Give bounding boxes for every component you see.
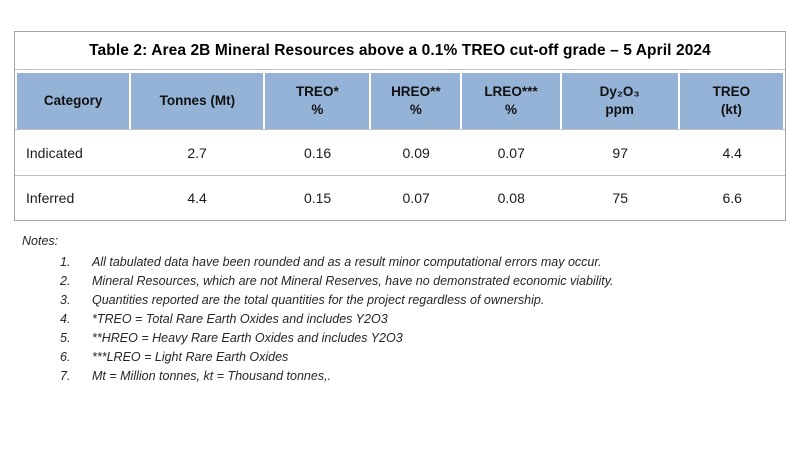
inferred-category: Inferred <box>26 190 75 206</box>
note-7-text: Mt = Million tonnes, kt = Thousand tonne… <box>92 369 332 383</box>
header-lreo-pct-line2: % <box>504 102 517 117</box>
header-lreo-pct-line1: LREO*** <box>484 83 538 99</box>
header-dy2o3-line1: Dy₂O₃ <box>599 83 640 99</box>
note-item-4: 4. *TREO = Total Rare Earth Oxides and i… <box>22 310 614 329</box>
inferred-hreo-pct: 0.07 <box>402 190 430 206</box>
note-4-number: 4. <box>60 312 71 326</box>
note-item-1: 1. All tabulated data have been rounded … <box>22 253 614 272</box>
header-dy2o3-ppm: Dy₂O₃ ppm <box>561 73 678 129</box>
table-body: Indicated 2.7 0.16 0.09 0.07 97 4.4 Infe… <box>15 129 785 220</box>
note-item-3: 3. Quantities reported are the total qua… <box>22 291 614 310</box>
header-hreo-pct: HREO** % <box>371 73 461 129</box>
note-6-text: ***LREO = Light Rare Earth Oxides <box>92 350 289 364</box>
note-5-text: **HREO = Heavy Rare Earth Oxides and inc… <box>92 331 403 345</box>
indicated-lreo-pct: 0.07 <box>497 144 525 161</box>
table-header-row: Category Tonnes (Mt) TREO* % HREO** % LR… <box>15 70 785 129</box>
header-treo-pct-line1: TREO* <box>295 83 339 99</box>
header-tonnes: Tonnes (Mt) <box>131 73 264 129</box>
note-2-text: Mineral Resources, which are not Mineral… <box>92 274 614 288</box>
inferred-lreo-pct: 0.08 <box>497 190 525 206</box>
note-item-5: 5. **HREO = Heavy Rare Earth Oxides and … <box>22 329 614 348</box>
header-category-label: Category <box>43 92 103 108</box>
table-row-inferred: Inferred 4.4 0.15 0.07 0.08 75 6.6 <box>15 175 785 220</box>
note-1-text: All tabulated data have been rounded and… <box>92 255 602 269</box>
header-treo-kt: TREO (kt) <box>679 73 783 129</box>
indicated-dy2o3-ppm: 97 <box>612 144 628 161</box>
note-5-number: 5. <box>60 331 71 345</box>
indicated-treo-kt: 4.4 <box>722 144 742 161</box>
inferred-dy2o3-ppm: 75 <box>612 190 628 206</box>
table-row-indicated: Indicated 2.7 0.16 0.09 0.07 97 4.4 <box>15 130 785 175</box>
header-treo-pct: TREO* % <box>265 73 370 129</box>
inferred-tonnes: 4.4 <box>187 190 207 206</box>
inferred-treo-kt: 6.6 <box>722 190 742 206</box>
header-hreo-pct-line1: HREO** <box>391 83 441 99</box>
header-category: Category <box>17 73 130 129</box>
indicated-tonnes: 2.7 <box>187 144 207 161</box>
note-6-number: 6. <box>60 350 71 364</box>
indicated-treo-pct: 0.16 <box>303 144 332 161</box>
note-4-text: *TREO = Total Rare Earth Oxides and incl… <box>92 312 388 326</box>
inferred-treo-pct: 0.15 <box>303 190 332 206</box>
header-lreo-pct: LREO*** % <box>462 73 560 129</box>
note-7-number: 7. <box>60 369 71 383</box>
header-treo-kt-line2: (kt) <box>720 102 742 117</box>
notes-section: Notes: 1. All tabulated data have been r… <box>22 232 614 386</box>
note-item-6: 6. ***LREO = Light Rare Earth Oxides <box>22 348 614 367</box>
table-title: Table 2: Area 2B Mineral Resources above… <box>89 41 711 59</box>
mineral-resources-table: Table 2: Area 2B Mineral Resources above… <box>14 31 786 221</box>
note-item-7: 7. Mt = Million tonnes, kt = Thousand to… <box>22 367 614 386</box>
note-3-text: Quantities reported are the total quanti… <box>92 293 545 307</box>
note-2-number: 2. <box>60 274 71 288</box>
table-title-row: Table 2: Area 2B Mineral Resources above… <box>15 32 785 70</box>
note-1-number: 1. <box>60 255 71 269</box>
header-treo-pct-line2: % <box>311 102 324 117</box>
note-3-number: 3. <box>60 293 71 307</box>
header-treo-kt-line1: TREO <box>712 83 751 99</box>
header-hreo-pct-line2: % <box>409 102 422 117</box>
header-tonnes-label: Tonnes (Mt) <box>159 92 236 108</box>
header-dy2o3-line2: ppm <box>605 102 634 117</box>
indicated-category: Indicated <box>26 144 83 161</box>
indicated-hreo-pct: 0.09 <box>402 144 430 161</box>
notes-heading: Notes: <box>22 234 59 248</box>
note-item-2: 2. Mineral Resources, which are not Mine… <box>22 272 614 291</box>
